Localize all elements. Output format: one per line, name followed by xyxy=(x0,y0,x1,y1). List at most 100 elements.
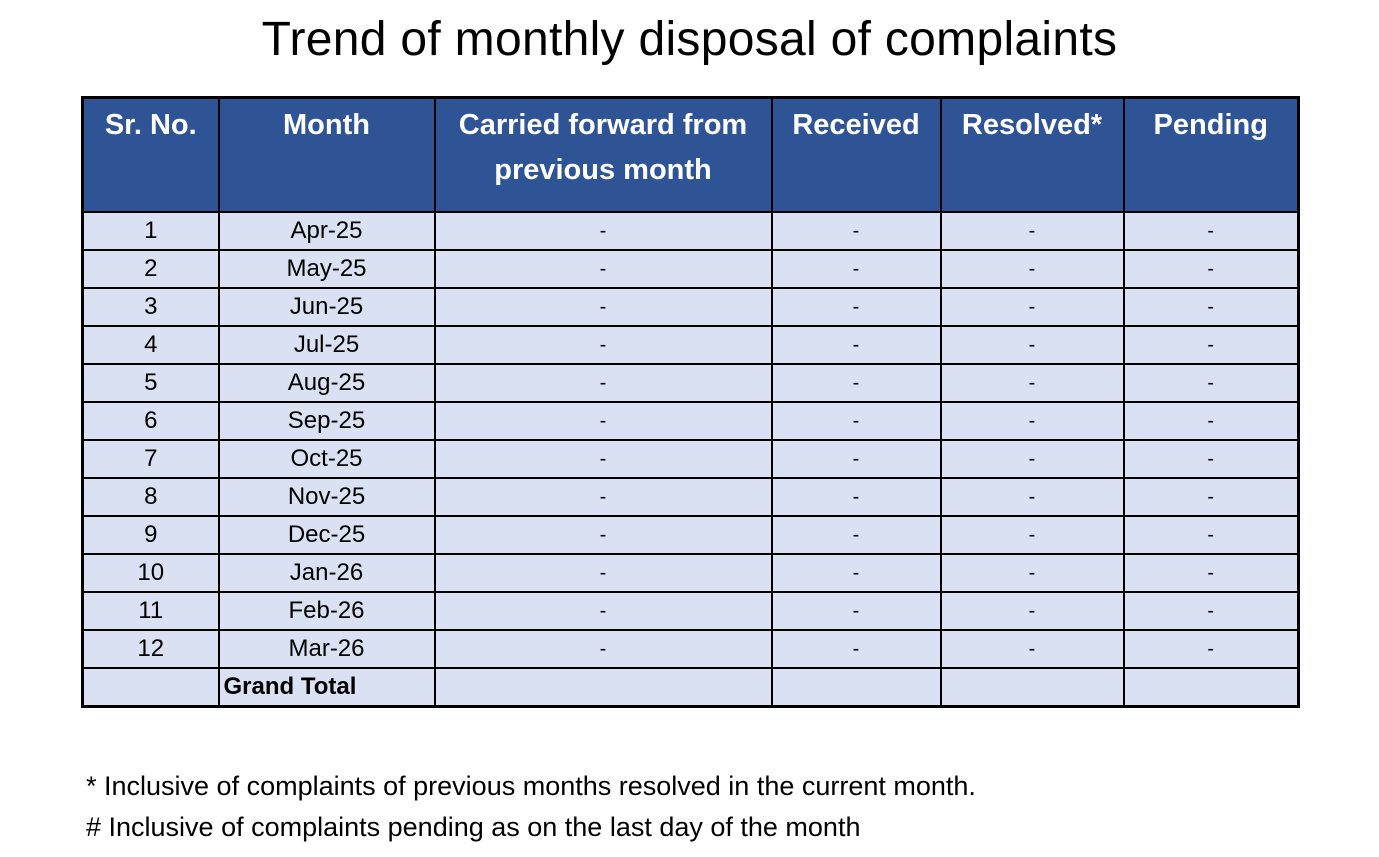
cell-resolved: - xyxy=(939,629,1125,669)
cell-carried-forward: - xyxy=(433,211,773,251)
cell-month: Dec-25 xyxy=(217,515,436,555)
cell-resolved: - xyxy=(939,211,1125,251)
cell-pending: - xyxy=(1122,325,1300,365)
table-row: 6 Sep-25 - - - - xyxy=(81,401,1300,441)
cell-pending: - xyxy=(1122,439,1300,479)
cell-received: - xyxy=(770,477,942,517)
header-received: Received xyxy=(770,96,942,213)
cell-received: - xyxy=(770,249,942,289)
cell-resolved: - xyxy=(939,249,1125,289)
table-row: 4 Jul-25 - - - - xyxy=(81,325,1300,365)
cell-sr-no-empty xyxy=(81,667,220,708)
table-row: 5 Aug-25 - - - - xyxy=(81,363,1300,403)
cell-month: Mar-26 xyxy=(217,629,436,669)
cell-carried-forward: - xyxy=(433,591,773,631)
table-row: 3 Jun-25 - - - - xyxy=(81,287,1300,327)
cell-sr-no: 8 xyxy=(81,477,220,517)
grand-total-row: Grand Total xyxy=(81,667,1300,708)
cell-received: - xyxy=(770,591,942,631)
footnotes: * Inclusive of complaints of previous mo… xyxy=(86,766,976,848)
cell-carried-forward: - xyxy=(433,439,773,479)
cell-total-resolved xyxy=(939,667,1125,708)
cell-sr-no: 6 xyxy=(81,401,220,441)
cell-sr-no: 3 xyxy=(81,287,220,327)
cell-sr-no: 2 xyxy=(81,249,220,289)
cell-sr-no: 5 xyxy=(81,363,220,403)
cell-total-received xyxy=(770,667,942,708)
table-body: 1 Apr-25 - - - - 2 May-25 - - - - 3 Jun-… xyxy=(81,211,1300,708)
cell-sr-no: 12 xyxy=(81,629,220,669)
footnote-pending: # Inclusive of complaints pending as on … xyxy=(86,812,861,842)
cell-received: - xyxy=(770,515,942,555)
cell-resolved: - xyxy=(939,325,1125,365)
cell-received: - xyxy=(770,325,942,365)
cell-sr-no: 10 xyxy=(81,553,220,593)
cell-pending: - xyxy=(1122,249,1300,289)
cell-pending: - xyxy=(1122,553,1300,593)
table-row: 1 Apr-25 - - - - xyxy=(81,211,1300,251)
header-resolved: Resolved* xyxy=(939,96,1125,213)
cell-carried-forward: - xyxy=(433,629,773,669)
header-pending: Pending xyxy=(1122,96,1300,213)
cell-total-carried-forward xyxy=(433,667,773,708)
header-carried-forward: Carried forward from previous month xyxy=(433,96,773,213)
cell-received: - xyxy=(770,287,942,327)
cell-received: - xyxy=(770,629,942,669)
cell-carried-forward: - xyxy=(433,287,773,327)
table-row: 10 Jan-26 - - - - xyxy=(81,553,1300,593)
table-row: 7 Oct-25 - - - - xyxy=(81,439,1300,479)
cell-month: May-25 xyxy=(217,249,436,289)
cell-month: Jan-26 xyxy=(217,553,436,593)
cell-carried-forward: - xyxy=(433,515,773,555)
cell-carried-forward: - xyxy=(433,249,773,289)
cell-resolved: - xyxy=(939,477,1125,517)
cell-month: Jul-25 xyxy=(217,325,436,365)
cell-month: Sep-25 xyxy=(217,401,436,441)
header-month: Month xyxy=(217,96,436,213)
cell-month: Nov-25 xyxy=(217,477,436,517)
cell-pending: - xyxy=(1122,401,1300,441)
cell-carried-forward: - xyxy=(433,325,773,365)
table-header-row: Sr. No. Month Carried forward from previ… xyxy=(81,96,1300,213)
table-row: 2 May-25 - - - - xyxy=(81,249,1300,289)
table-row: 12 Mar-26 - - - - xyxy=(81,629,1300,669)
cell-pending: - xyxy=(1122,477,1300,517)
cell-month: Oct-25 xyxy=(217,439,436,479)
cell-received: - xyxy=(770,401,942,441)
cell-sr-no: 9 xyxy=(81,515,220,555)
cell-resolved: - xyxy=(939,553,1125,593)
cell-received: - xyxy=(770,553,942,593)
cell-received: - xyxy=(770,363,942,403)
cell-pending: - xyxy=(1122,591,1300,631)
cell-carried-forward: - xyxy=(433,363,773,403)
cell-month: Feb-26 xyxy=(217,591,436,631)
cell-month: Aug-25 xyxy=(217,363,436,403)
cell-resolved: - xyxy=(939,363,1125,403)
cell-month: Jun-25 xyxy=(217,287,436,327)
grand-total-label: Grand Total xyxy=(217,667,436,708)
cell-sr-no: 7 xyxy=(81,439,220,479)
cell-resolved: - xyxy=(939,591,1125,631)
cell-resolved: - xyxy=(939,515,1125,555)
cell-pending: - xyxy=(1122,515,1300,555)
cell-pending: - xyxy=(1122,363,1300,403)
cell-resolved: - xyxy=(939,401,1125,441)
cell-total-pending xyxy=(1122,667,1300,708)
cell-pending: - xyxy=(1122,287,1300,327)
table-row: 11 Feb-26 - - - - xyxy=(81,591,1300,631)
cell-pending: - xyxy=(1122,211,1300,251)
cell-carried-forward: - xyxy=(433,553,773,593)
cell-carried-forward: - xyxy=(433,401,773,441)
cell-sr-no: 4 xyxy=(81,325,220,365)
table-row: 9 Dec-25 - - - - xyxy=(81,515,1300,555)
cell-resolved: - xyxy=(939,287,1125,327)
page-title: Trend of monthly disposal of complaints xyxy=(261,13,1118,66)
cell-pending: - xyxy=(1122,629,1300,669)
cell-carried-forward: - xyxy=(433,477,773,517)
footnote-resolved: * Inclusive of complaints of previous mo… xyxy=(86,771,976,801)
cell-sr-no: 1 xyxy=(81,211,220,251)
cell-resolved: - xyxy=(939,439,1125,479)
header-sr-no: Sr. No. xyxy=(81,96,220,213)
cell-month: Apr-25 xyxy=(217,211,436,251)
cell-received: - xyxy=(770,211,942,251)
